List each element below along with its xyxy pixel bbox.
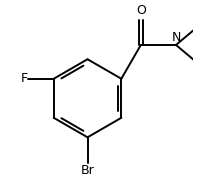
Text: Br: Br	[81, 164, 94, 177]
Text: N: N	[171, 31, 181, 44]
Text: O: O	[136, 4, 146, 17]
Text: F: F	[20, 72, 27, 85]
